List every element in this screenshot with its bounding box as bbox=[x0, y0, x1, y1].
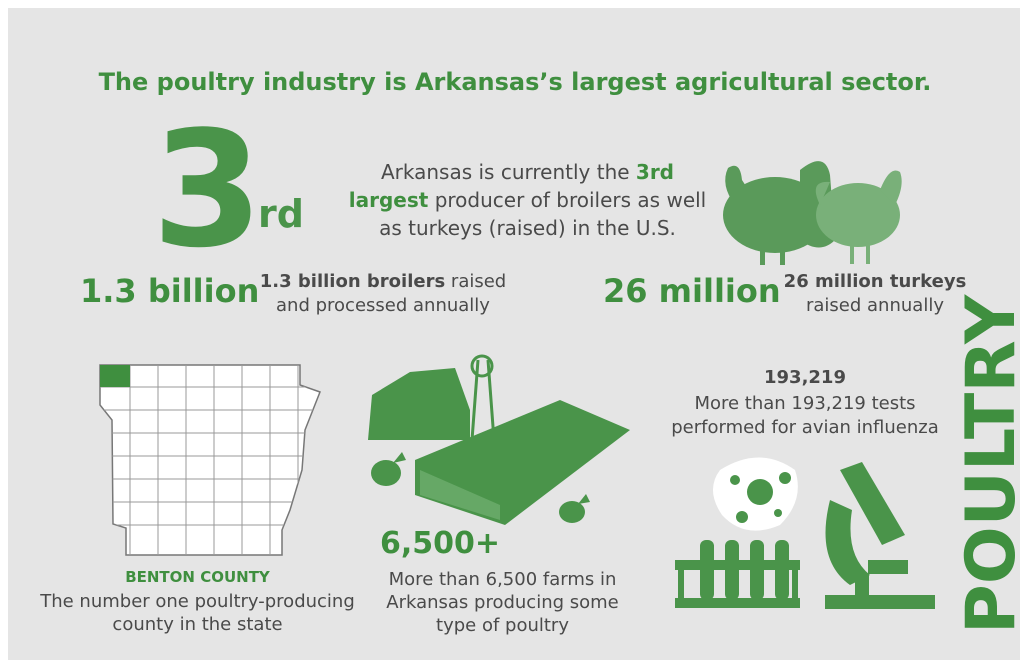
chicken-icon bbox=[815, 170, 902, 264]
turkeys-desc: raised annually bbox=[806, 295, 944, 316]
county-text: The number one poultry-producing county … bbox=[40, 591, 355, 635]
title: The poultry industry is Arkansas’s large… bbox=[98, 68, 932, 96]
broilers-figure: 1.3 billion bbox=[80, 272, 260, 310]
turkeys-text: 26 million turkeys raised annually bbox=[780, 270, 970, 318]
county-name: BENTON COUNTY bbox=[125, 568, 270, 586]
rank-number: 3 bbox=[151, 96, 264, 283]
farms-text: More than 6,500 farms in Arkansas produc… bbox=[386, 569, 619, 636]
tests-text: More than 193,219 tests performed for av… bbox=[671, 393, 939, 438]
rank-text: Arkansas is currently the 3rd largest pr… bbox=[345, 158, 710, 242]
broilers-text: 1.3 billion broilers raised and processe… bbox=[258, 270, 508, 318]
broilers-desc: raised and processed annually bbox=[276, 271, 507, 316]
rank-text-bold: 3rd largest bbox=[348, 160, 675, 212]
rank-suffix: rd bbox=[258, 192, 304, 236]
farms-figure: 6,500+ bbox=[380, 526, 501, 561]
rank-text-after: producer of broilers as well as turkeys … bbox=[379, 188, 707, 240]
turkeys-bold: 26 million turkeys bbox=[783, 271, 967, 292]
side-label: POULTRY bbox=[952, 294, 1029, 634]
tests-figure: 193,219 bbox=[764, 367, 846, 388]
rank-text-before: Arkansas is currently the bbox=[380, 160, 630, 184]
lab-icons bbox=[675, 457, 935, 609]
broilers-bold: 1.3 billion broilers bbox=[259, 271, 446, 292]
turkeys-figure: 26 million bbox=[603, 272, 781, 310]
farm-icon bbox=[368, 354, 630, 525]
arkansas-map bbox=[99, 364, 321, 556]
